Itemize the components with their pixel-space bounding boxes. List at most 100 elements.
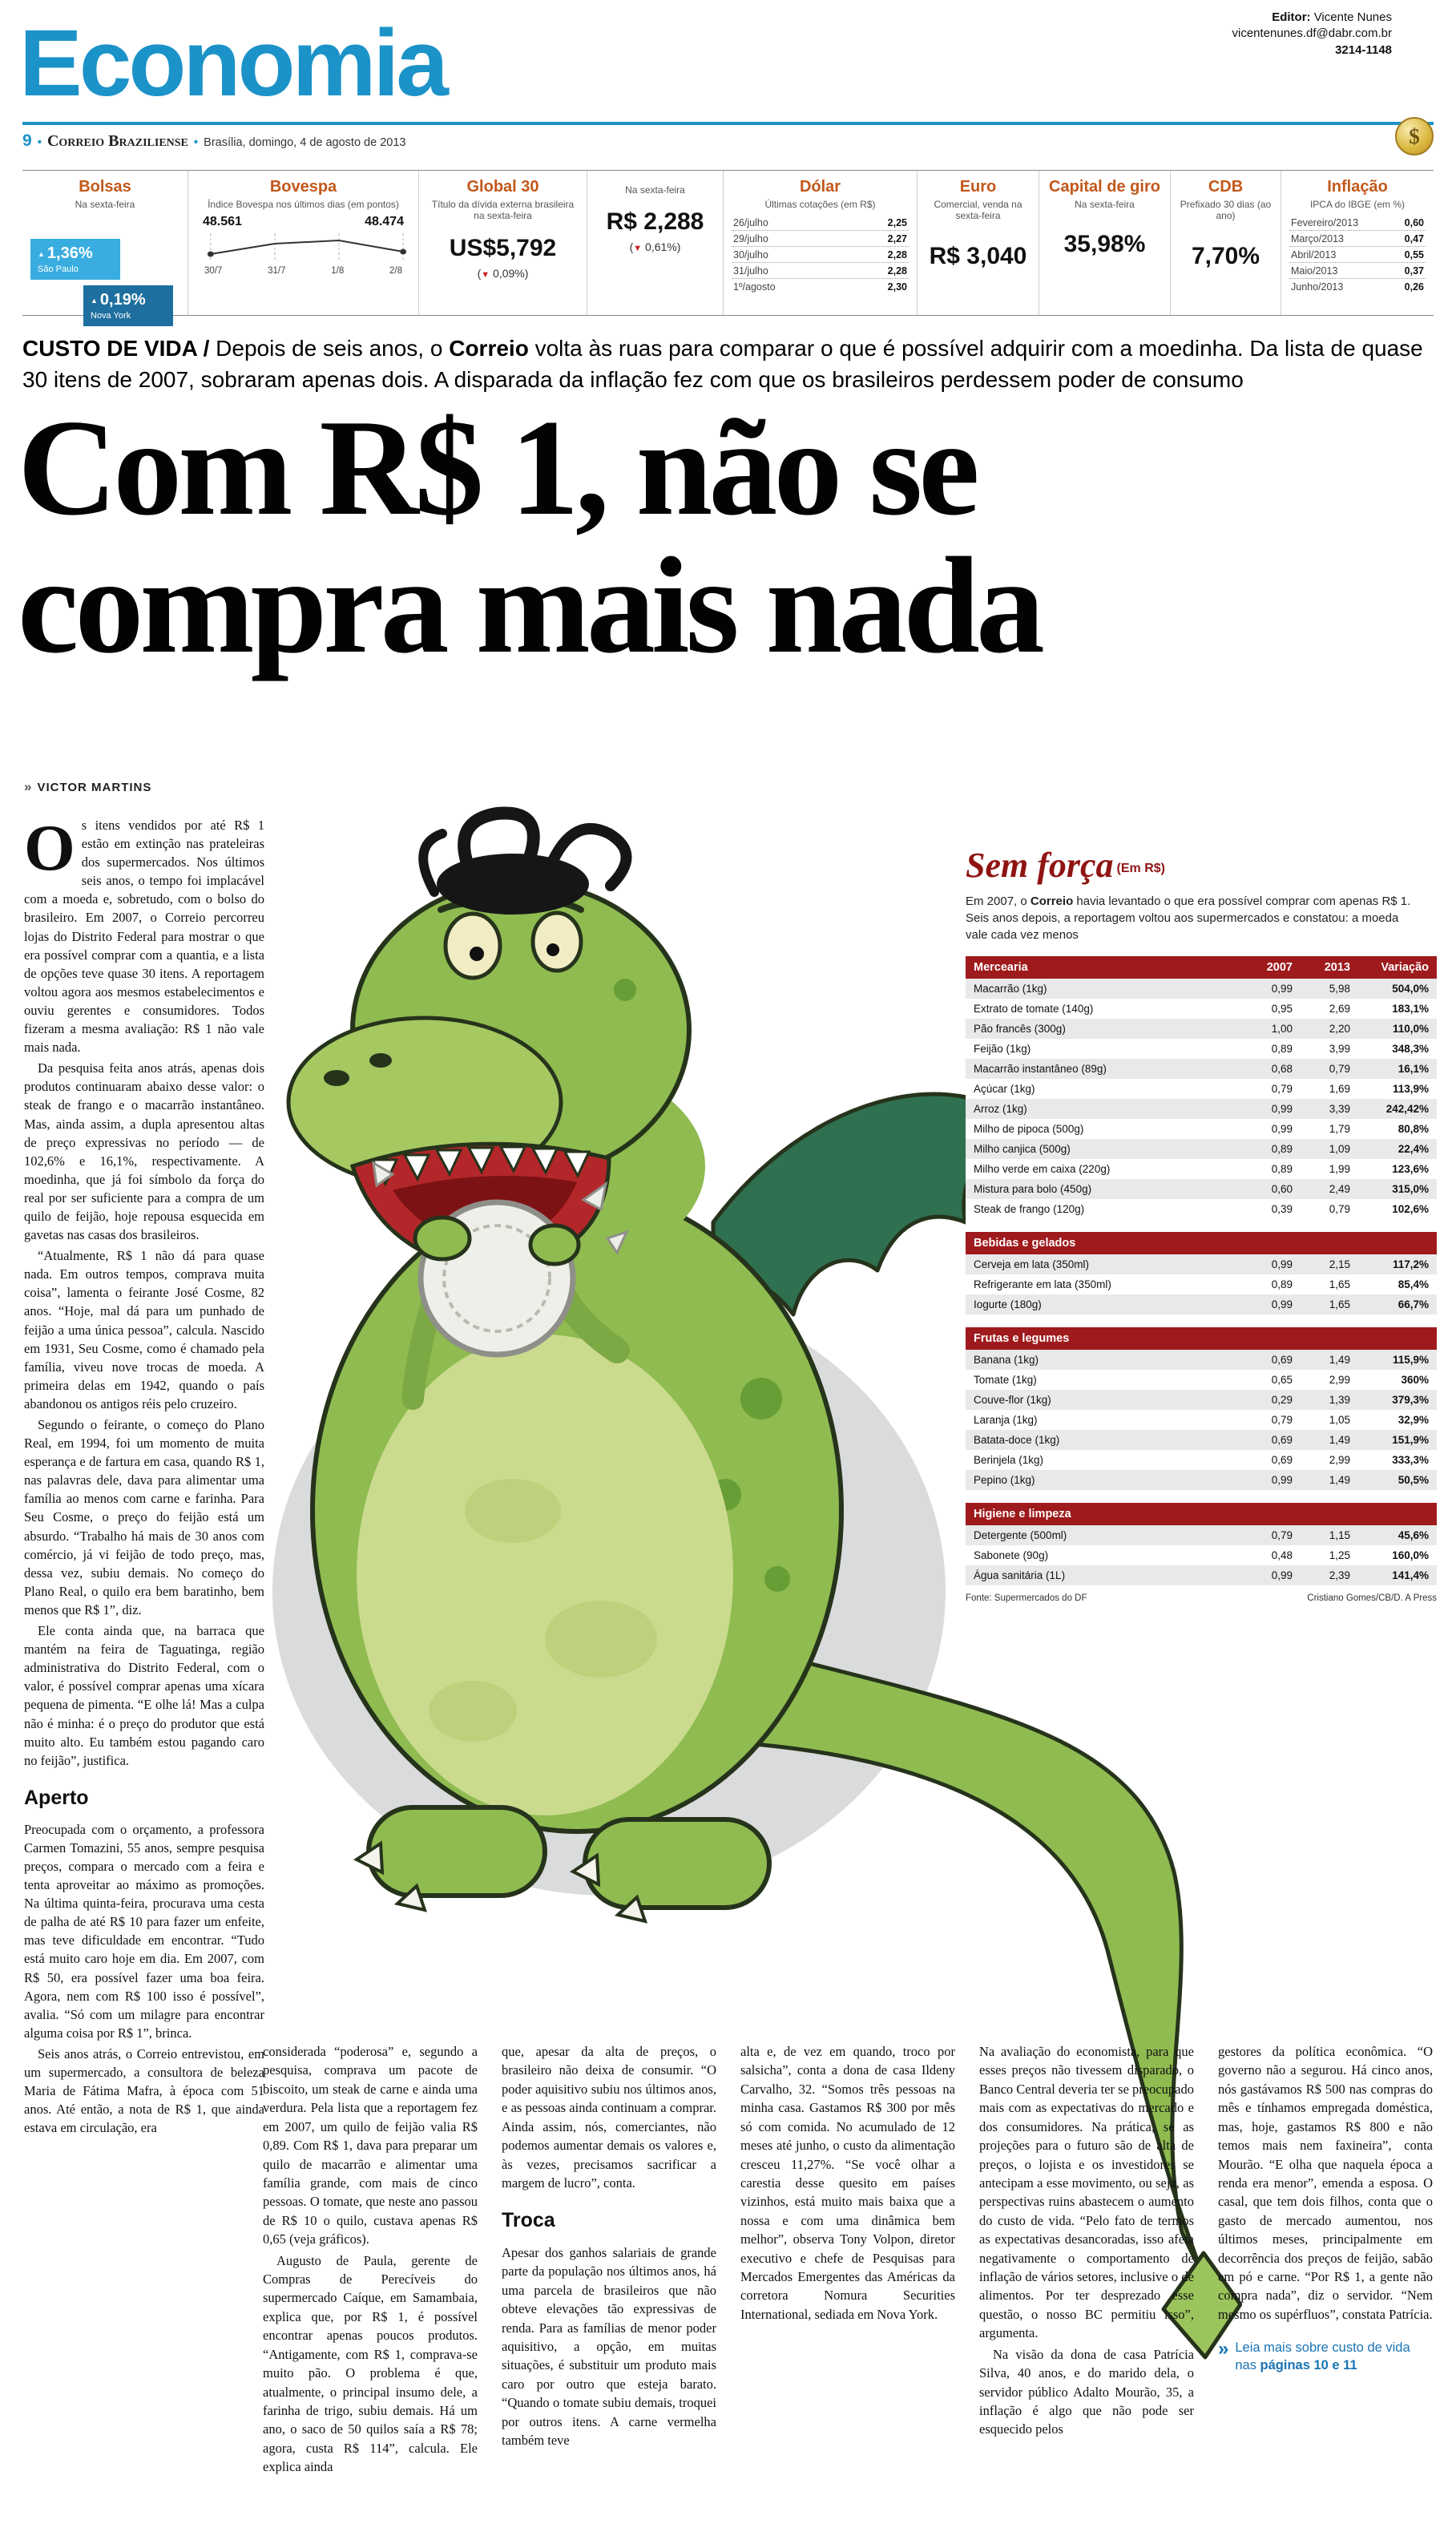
table-cell: 102,6%	[1392, 1203, 1429, 1215]
article-paragraph: Na visão da dona de casa Patrícia Silva,…	[979, 2346, 1194, 2437]
black-mane	[437, 854, 589, 915]
table-cell: 0,65	[1271, 1374, 1293, 1386]
dragon-hand	[528, 1223, 581, 1266]
up-arrow-icon: ▲	[38, 250, 45, 259]
table-row: Cerveja em lata (350ml) 0,99 2,15 117,2%	[966, 1254, 1437, 1274]
table-row: Berinjela (1kg) 0,69 2,99 333,3%	[966, 1450, 1437, 1470]
intro-brand: Correio	[1030, 894, 1074, 908]
euro-value: R$ 3,040	[929, 242, 1027, 269]
col-header-2013: 2013	[1324, 961, 1350, 974]
quote-row: Abril/2013 0,55	[1289, 247, 1426, 264]
table-cell: 1,65	[1329, 1298, 1350, 1310]
dragon-wing	[711, 1092, 1028, 1317]
table-cell: Steak de frango (120g)	[974, 1203, 1085, 1215]
price-table-body: Macarrão (1kg) 0,99 5,98 504,0% Extrato de t…	[966, 979, 1437, 1585]
quote-row: 31/julho 2,28	[732, 263, 909, 280]
change-value: 0,61%	[645, 240, 677, 254]
article-paragraph: gestores da política econômica. “O gover…	[1218, 2044, 1433, 2322]
table-row: Milho canjica (500g) 0,89 1,09 22,4%	[966, 1139, 1437, 1159]
table-cell: 0,68	[1271, 1063, 1293, 1075]
capital-value: 35,98%	[1063, 231, 1146, 258]
mane-curl	[418, 829, 447, 897]
table-cell: 0,79	[1329, 1203, 1350, 1215]
infographic-footer: Fonte: Supermercados do DF Cristiano Gom…	[966, 1593, 1437, 1603]
table-cell: Milho verde em caixa (220g)	[974, 1163, 1111, 1175]
table-cell: 160,0%	[1392, 1549, 1429, 1561]
price-infographic: Sem força (Em R$) Em 2007, o Correio havi…	[966, 848, 1437, 1603]
table-cell: 1,99	[1329, 1163, 1350, 1175]
market-capital-giro: Capital de giro Na sexta-feira 35,98%	[1039, 171, 1170, 315]
article-paragraph: Seis anos atrás, o Correio entrevistou, …	[24, 2045, 264, 2136]
table-cell: 0,79	[1271, 1083, 1293, 1095]
editor-label: Editor:	[1272, 10, 1311, 24]
table-cell: 0,79	[1271, 1414, 1293, 1426]
quote-row: Março/2013 0,47	[1289, 231, 1426, 248]
price-table: Mercearia 2007 2013 Variação Macarrão (1…	[966, 956, 1437, 1585]
separator-dot: •	[37, 135, 42, 149]
currency-coin-icon: $	[1395, 117, 1434, 155]
table-cell: Extrato de tomate (140g)	[974, 1003, 1094, 1015]
infographic-intro: Em 2007, o Correio havia levantado o que…	[966, 893, 1418, 943]
bovespa-mini-chart	[207, 233, 406, 263]
mane-curl	[541, 822, 632, 891]
table-cell: Couve-flor (1kg)	[974, 1394, 1051, 1406]
table-row: Pão francês (300g) 1,00 2,20 110,0%	[966, 1019, 1437, 1039]
section-title: Economia	[19, 10, 449, 116]
table-cell: Mistura para bolo (450g)	[974, 1183, 1092, 1195]
editor-email: vicentenunes.df@dabr.com.br	[1232, 26, 1392, 41]
market-subtitle: Índice Bovespa nos últimos dias (em pont…	[208, 199, 399, 210]
table-cell: 242,42%	[1385, 1103, 1429, 1115]
kicker-text-post: volta às ruas para comparar o que é poss…	[22, 336, 1423, 392]
table-cell: 141,4%	[1392, 1569, 1429, 1581]
editor-name: Vicente Nunes	[1313, 10, 1392, 24]
table-row: Banana (1kg) 0,69 1,49 115,9%	[966, 1350, 1437, 1370]
quote-row: Junho/2013 0,26	[1289, 279, 1426, 294]
table-row: Couve-flor (1kg) 0,29 1,39 379,3%	[966, 1390, 1437, 1410]
read-more-pages: páginas 10 e 11	[1260, 2357, 1357, 2372]
table-cell: 115,9%	[1392, 1354, 1429, 1366]
belly-spot	[545, 1601, 657, 1678]
sao-paulo-quote-box: ▲ 1,36% São Paulo	[30, 239, 120, 281]
sp-label: São Paulo	[38, 264, 79, 275]
read-more-link[interactable]: » Leia mais sobre custo de vida nas págin…	[1218, 2340, 1433, 2374]
quote-date: 1º/agosto	[733, 281, 776, 293]
table-cell: 0,48	[1271, 1549, 1293, 1561]
quote-row: 29/julho 2,27	[732, 231, 909, 248]
article-col-5: Na avaliação do economista, para que ess…	[979, 2042, 1194, 2441]
table-row: Laranja (1kg) 0,79 1,05 32,9%	[966, 1410, 1437, 1430]
table-cell: 0,39	[1271, 1203, 1293, 1215]
dragon-tail	[743, 1653, 1206, 2280]
table-cell: 0,89	[1271, 1278, 1293, 1290]
table-cell: 504,0%	[1392, 983, 1429, 995]
quote-date: 31/julho	[733, 264, 768, 277]
article-col-4: alta e, de vez em quando, troco por sals…	[740, 2042, 955, 2326]
table-cell: Banana (1kg)	[974, 1354, 1039, 1366]
table-cell: 0,99	[1271, 1258, 1293, 1270]
table-cell: Detergente (500ml)	[974, 1529, 1067, 1541]
dragon-eye	[530, 911, 583, 973]
article-paragraph: considerada “poderosa” e, segundo a pesq…	[263, 2044, 478, 2247]
table-cell: Berinjela (1kg)	[974, 1454, 1044, 1466]
market-title: Bovespa	[269, 178, 337, 196]
table-cell: Tomate (1kg)	[974, 1374, 1037, 1386]
editor-phone: 3214-1148	[1335, 42, 1392, 57]
back-spot	[764, 1566, 790, 1592]
table-row: Milho de pipoca (500g) 0,99 1,79 80,8%	[966, 1119, 1437, 1139]
tail-spade	[1161, 2251, 1242, 2360]
table-cell: 50,5%	[1398, 1474, 1429, 1486]
table-row: Mistura para bolo (450g) 0,60 2,49 315,0%	[966, 1179, 1437, 1199]
table-cell: 123,6%	[1392, 1163, 1429, 1175]
sp-value: 1,36%	[46, 244, 93, 263]
table-row: Refrigerante em lata (350ml) 0,89 1,65 85,4…	[966, 1274, 1437, 1294]
dollar-sign: $	[1409, 123, 1420, 148]
table-section-header: Frutas e legumes	[966, 1327, 1437, 1350]
coin-shard	[581, 1181, 608, 1212]
market-subtitle: Comercial, venda na sexta-feira	[934, 199, 1022, 222]
global30-value: US$5,792	[449, 234, 557, 261]
table-cell: 0,99	[1271, 983, 1293, 995]
article-col-6: gestores da política econômica. “O gover…	[1218, 2042, 1433, 2374]
market-title: Global 30	[466, 178, 539, 196]
table-cell: Feijão (1kg)	[974, 1043, 1031, 1055]
